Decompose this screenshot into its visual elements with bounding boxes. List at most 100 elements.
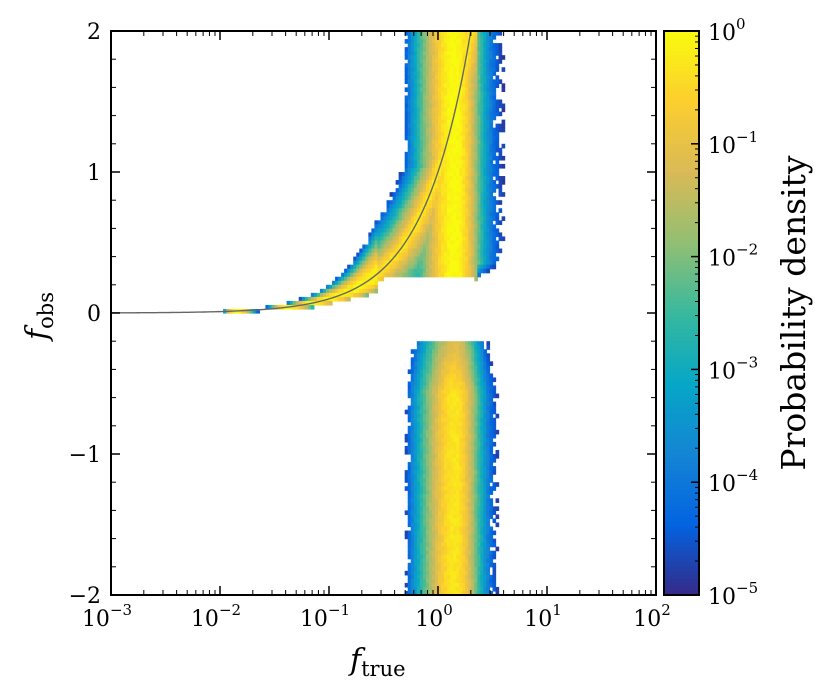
- colorbar-segment: [664, 172, 699, 177]
- heatmap-cell: [401, 236, 406, 242]
- heatmap-cell: [474, 63, 478, 68]
- heatmap-cell: [447, 204, 451, 209]
- heatmap-cell: [453, 172, 457, 177]
- heatmap-cell: [462, 151, 466, 157]
- heatmap-cell: [407, 506, 412, 511]
- heatmap-cell: [483, 425, 488, 431]
- colorbar-segment: [664, 550, 699, 556]
- heatmap-cell: [483, 413, 488, 419]
- heatmap-cell: [441, 151, 445, 157]
- heatmap-cell: [456, 75, 460, 80]
- heatmap-cell: [434, 498, 439, 503]
- heatmap-cell: [380, 276, 385, 282]
- heatmap-cell: [459, 35, 463, 40]
- heatmap-cell: [428, 236, 433, 242]
- heatmap-cell: [416, 51, 421, 56]
- heatmap-cell: [434, 373, 439, 379]
- heatmap-cell: [434, 377, 439, 383]
- heatmap-cell: [453, 75, 457, 80]
- heatmap-cell: [422, 494, 427, 499]
- heatmap-cell: [495, 111, 500, 117]
- heatmap-cell: [468, 361, 472, 366]
- heatmap-cell: [434, 256, 439, 262]
- heatmap-cell: [447, 429, 451, 435]
- heatmap-cell: [362, 268, 366, 274]
- heatmap-cell: [468, 377, 472, 383]
- heatmap-cell: [450, 188, 454, 193]
- heatmap-cell: [425, 542, 430, 548]
- heatmap-cell: [347, 272, 351, 278]
- heatmap-cell: [368, 264, 372, 270]
- heatmap-cell: [465, 578, 469, 584]
- heatmap-cell: [459, 570, 463, 576]
- heatmap-cell: [410, 192, 415, 197]
- heatmap-cell: [416, 397, 421, 403]
- heatmap-cell: [492, 574, 497, 580]
- heatmap-cell: [434, 474, 439, 479]
- heatmap-cell: [456, 441, 460, 447]
- heatmap-cell: [410, 91, 415, 97]
- heatmap-cell: [422, 155, 427, 161]
- heatmap-cell: [438, 192, 442, 197]
- heatmap-cell: [483, 562, 488, 568]
- heatmap-cell: [477, 381, 481, 387]
- heatmap-cell: [319, 300, 324, 306]
- heatmap-cell: [465, 502, 469, 507]
- heatmap-cell: [441, 83, 445, 88]
- heatmap-cell: [477, 95, 481, 101]
- heatmap-cell: [444, 405, 448, 411]
- heatmap-cell: [438, 236, 442, 242]
- heatmap-cell: [404, 107, 409, 113]
- heatmap-cell: [410, 470, 415, 475]
- heatmap-cell: [350, 280, 354, 286]
- heatmap-cell: [428, 115, 433, 121]
- heatmap-cell: [419, 115, 424, 121]
- heatmap-cell: [483, 260, 488, 266]
- heatmap-cell: [431, 389, 436, 395]
- heatmap-cell: [425, 458, 430, 463]
- colorbar-segment: [664, 462, 699, 467]
- heatmap-cell: [471, 220, 475, 225]
- heatmap-cell: [471, 224, 475, 229]
- heatmap-cell: [392, 260, 397, 266]
- heatmap-cell: [453, 200, 457, 205]
- heatmap-cell: [419, 240, 424, 246]
- heatmap-cell: [468, 437, 472, 443]
- heatmap-cell: [422, 405, 427, 411]
- heatmap-cell: [441, 39, 445, 44]
- heatmap-cell: [498, 188, 503, 193]
- heatmap-cell: [422, 159, 427, 165]
- heatmap-cell: [338, 280, 342, 286]
- colorbar-segment: [664, 498, 699, 503]
- heatmap-cell: [444, 55, 448, 60]
- heatmap-cell: [441, 361, 445, 366]
- heatmap-cell: [353, 268, 357, 274]
- heatmap-cell: [404, 590, 409, 595]
- heatmap-cell: [425, 478, 430, 483]
- colorbar-segment: [664, 546, 699, 552]
- heatmap-cell: [450, 35, 454, 40]
- heatmap-cell: [489, 71, 494, 76]
- heatmap-cell: [428, 87, 433, 93]
- heatmap-cell: [474, 212, 478, 217]
- heatmap-cell: [480, 192, 485, 197]
- heatmap-cell: [434, 482, 439, 487]
- heatmap-cell: [459, 502, 463, 507]
- heatmap-cell: [404, 67, 409, 72]
- heatmap-cell: [483, 409, 488, 415]
- heatmap-cell: [383, 240, 388, 246]
- heatmap-cell: [434, 147, 439, 153]
- heatmap-cell: [474, 522, 478, 528]
- heatmap-cell: [453, 55, 457, 60]
- heatmap-cell: [431, 574, 436, 580]
- heatmap-cell: [404, 123, 409, 129]
- heatmap-cell: [395, 264, 400, 270]
- heatmap-cell: [465, 91, 469, 97]
- heatmap-cell: [477, 425, 481, 431]
- heatmap-cell: [483, 494, 488, 499]
- heatmap-cell: [410, 349, 415, 354]
- heatmap-cell: [462, 107, 466, 113]
- heatmap-cell: [344, 292, 348, 298]
- heatmap-cell: [492, 582, 497, 588]
- heatmap-cell: [459, 216, 463, 221]
